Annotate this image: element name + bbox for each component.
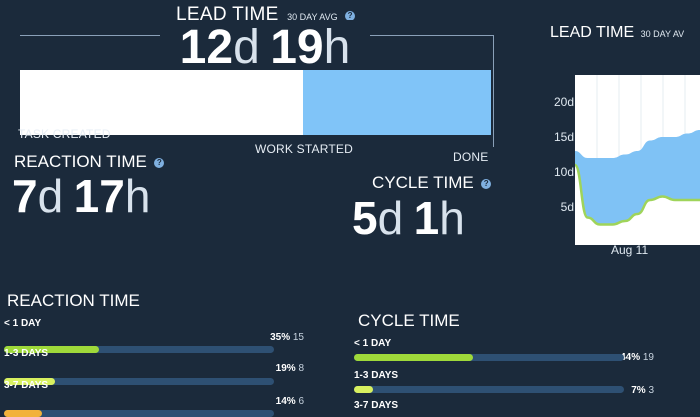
reaction-time-days: 7 xyxy=(12,170,38,222)
reaction-row-track xyxy=(4,346,274,353)
cycle-time-days-unit: d xyxy=(377,192,404,244)
reaction-time-hours: 17 xyxy=(73,170,125,222)
lead-time-bar-reaction xyxy=(20,70,303,135)
chart-y-tick-20: 20d xyxy=(553,95,574,109)
cycle-time-header: CYCLE TIME ? xyxy=(372,173,492,193)
cycle-row-pct: 7% 3 xyxy=(631,385,654,396)
reaction-row-pct: 19% 8 xyxy=(275,363,304,374)
lead-time-chart xyxy=(575,75,700,245)
chart-card-subtitle: 30 DAY AV xyxy=(640,29,685,39)
cycle-row-lt1: < 1 DAY 44% 19 xyxy=(354,338,654,363)
reaction-row-fill xyxy=(4,346,99,353)
lead-time-days: 12 xyxy=(179,21,234,74)
reaction-row-fill xyxy=(4,378,56,385)
chart-y-tick-15: 15d xyxy=(553,130,574,144)
lead-time-value: 12d 19h xyxy=(160,20,370,74)
cycle-row-label: < 1 DAY xyxy=(354,338,392,349)
cycle-row-fill xyxy=(354,354,473,361)
reaction-row-pct: 35% 15 xyxy=(270,332,304,343)
cycle-row-label: 3-7 DAYS xyxy=(354,400,399,411)
reaction-time-days-unit: d xyxy=(37,170,64,222)
cycle-row-fill xyxy=(354,386,373,393)
cycle-time-title: CYCLE TIME xyxy=(372,173,474,192)
lead-time-subtitle: 30 DAY AVG xyxy=(287,12,338,22)
cycle-time-hours: 1 xyxy=(413,192,440,244)
cycle-row-3to7: 3-7 DAYS xyxy=(354,400,654,411)
reaction-breakdown-title: REACTION TIME xyxy=(7,291,140,310)
cycle-breakdown-title: CYCLE TIME xyxy=(358,311,460,330)
reaction-row-1to3: 1-3 DAYS 19% 8 xyxy=(4,348,304,385)
cycle-row-1to3: 1-3 DAYS 7% 3 xyxy=(354,370,654,396)
cycle-time-days: 5 xyxy=(352,192,378,244)
lead-time-days-unit: d xyxy=(233,21,260,74)
stage-work-started: WORK STARTED xyxy=(255,142,353,156)
lead-time-bar-cycle xyxy=(303,70,491,135)
lead-time-title: LEAD TIME xyxy=(176,4,279,25)
chart-card-header: LEAD TIME 30 DAY AV xyxy=(550,24,684,42)
reaction-row-label: 3-7 DAYS xyxy=(4,380,49,391)
reaction-row-pct: 14% 6 xyxy=(275,396,304,407)
cycle-row-track xyxy=(354,354,624,361)
lead-time-chart-card xyxy=(575,75,700,245)
chart-series-lower-line xyxy=(575,163,700,226)
stage-task-created: TASK CREATED xyxy=(18,127,111,141)
cycle-row-label: 1-3 DAYS xyxy=(354,370,399,381)
cycle-time-hours-unit: h xyxy=(439,192,465,244)
reaction-row-track xyxy=(4,378,274,385)
reaction-row-label: < 1 DAY xyxy=(4,318,42,329)
cycle-row-pct: 44% 19 xyxy=(620,352,654,363)
reaction-time-title: REACTION TIME xyxy=(14,152,147,171)
reaction-time-hours-unit: h xyxy=(124,170,151,222)
chart-x-tick-aug11: Aug 11 xyxy=(611,243,649,257)
chart-card-title: LEAD TIME xyxy=(550,24,635,41)
lead-time-hours-unit: h xyxy=(323,21,351,74)
reaction-row-3to7: 3-7 DAYS 14% 6 xyxy=(4,380,304,417)
cycle-time-value: 5d 1h xyxy=(352,190,465,258)
chart-y-tick-5: 5d xyxy=(560,200,574,214)
reaction-time-value: 7d 17h xyxy=(12,168,150,236)
lead-time-header: LEAD TIME 30 DAY AVG ? xyxy=(176,4,356,26)
lead-time-help-icon[interactable]: ? xyxy=(345,10,356,21)
stage-done: DONE xyxy=(453,150,489,164)
cycle-row-track xyxy=(354,386,624,393)
chart-y-tick-10: 10d xyxy=(553,165,574,179)
reaction-time-help-icon[interactable]: ? xyxy=(154,157,165,168)
lead-time-hours: 19 xyxy=(270,21,324,74)
reaction-row-lt1: < 1 DAY 35% 15 xyxy=(4,318,304,353)
reaction-row-label: 1-3 DAYS xyxy=(4,348,49,359)
cycle-time-help-icon[interactable]: ? xyxy=(481,178,492,189)
reaction-time-header: REACTION TIME ? xyxy=(14,152,165,172)
